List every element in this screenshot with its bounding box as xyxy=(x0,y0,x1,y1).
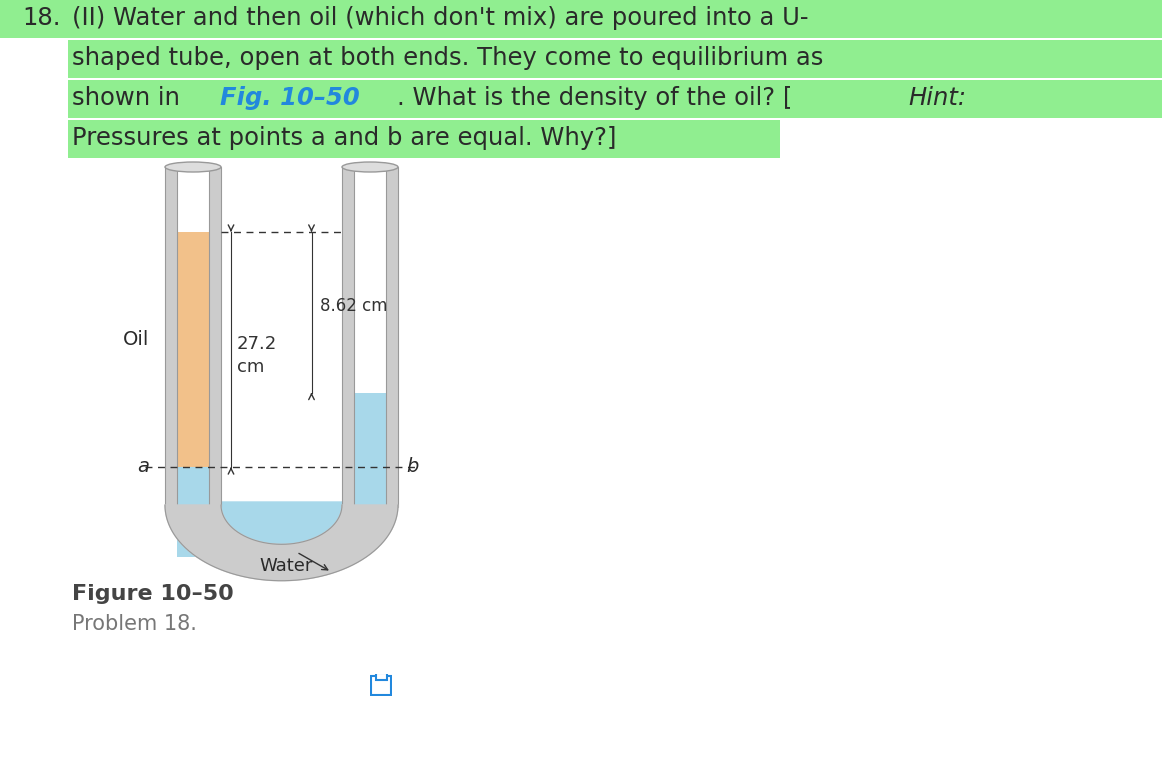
Text: Problem 18.: Problem 18. xyxy=(72,614,196,634)
Ellipse shape xyxy=(342,162,399,172)
Text: shaped tube, open at both ends. They come to equilibrium as: shaped tube, open at both ends. They com… xyxy=(72,46,824,70)
Polygon shape xyxy=(165,505,399,581)
Text: shown in: shown in xyxy=(72,86,187,110)
Bar xyxy=(177,232,209,467)
Bar xyxy=(165,167,177,507)
Polygon shape xyxy=(177,502,386,570)
Bar xyxy=(386,167,399,507)
Bar xyxy=(0,0,1162,38)
Bar xyxy=(69,80,1162,118)
Text: 18.: 18. xyxy=(22,6,60,30)
Text: Hint:: Hint: xyxy=(908,86,966,110)
Text: b: b xyxy=(406,457,418,476)
Text: Figure 10–50: Figure 10–50 xyxy=(72,584,234,604)
Ellipse shape xyxy=(165,162,221,172)
Text: Water: Water xyxy=(260,557,314,575)
Bar xyxy=(209,167,221,507)
Text: a: a xyxy=(137,457,149,476)
Bar xyxy=(69,40,1162,78)
Text: (II) Water and then oil (which don't mix) are poured into a U-: (II) Water and then oil (which don't mix… xyxy=(72,6,809,30)
Text: . What is the density of the oil? [: . What is the density of the oil? [ xyxy=(397,86,792,110)
Text: Pressures at points a and b are equal. Why?]: Pressures at points a and b are equal. W… xyxy=(72,126,617,150)
Text: 27.2: 27.2 xyxy=(237,335,278,354)
Text: Fig. 10–50: Fig. 10–50 xyxy=(220,86,360,110)
Text: cm: cm xyxy=(237,358,265,376)
Bar xyxy=(342,167,354,507)
Bar xyxy=(69,120,780,158)
Bar xyxy=(177,457,209,557)
Text: Oil: Oil xyxy=(123,330,149,349)
Text: 8.62 cm: 8.62 cm xyxy=(320,297,387,315)
Bar xyxy=(354,392,386,517)
